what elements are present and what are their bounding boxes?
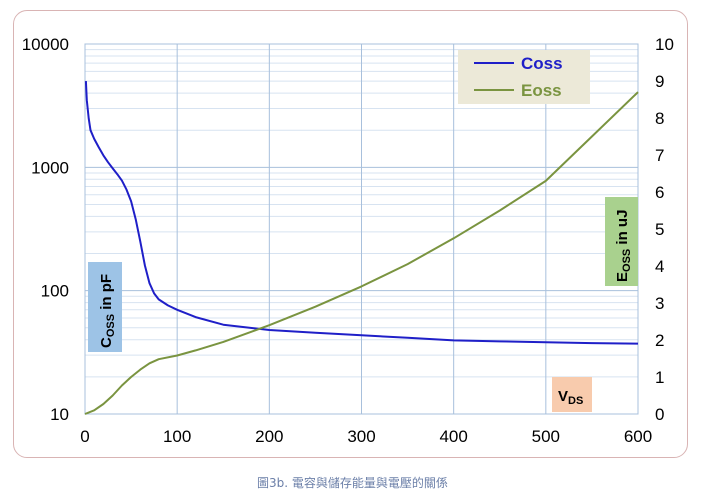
series-layer: [84, 81, 639, 415]
y-right-tick-label: 1: [655, 368, 664, 387]
x-axis-label: VDS: [558, 388, 583, 407]
figure-caption: 圖3b. 電容與儲存能量與電壓的關係: [257, 476, 448, 490]
x-axis-badge-bg: [552, 377, 592, 412]
y-right-tick-label: 6: [655, 183, 664, 202]
y-right-tick-label: 8: [655, 109, 664, 128]
legend-label-coss: Coss: [521, 54, 563, 73]
legend: Coss Eoss: [458, 50, 590, 104]
x-tick-label: 100: [163, 427, 191, 446]
y-right-tick-label: 3: [655, 294, 664, 313]
y-left-tick-label: 10000: [22, 35, 69, 54]
y-right-tick-label: 7: [655, 146, 664, 165]
y-right-tick-label: 4: [655, 257, 664, 276]
x-tick-label: 300: [347, 427, 375, 446]
y-left-tick-label: 100: [41, 282, 69, 301]
y-right-axis-badge-bg: [605, 197, 638, 286]
x-tick-label: 0: [80, 427, 89, 446]
y-right-axis-badge: EOSS in uJ: [605, 197, 638, 286]
y-left-axis-badge-bg: [88, 262, 122, 352]
y-right-tick-label: 0: [655, 405, 664, 424]
y-right-axis-label: EOSS in uJ: [614, 210, 633, 282]
series-line-eoss: [84, 91, 639, 415]
series-line-coss: [84, 81, 639, 345]
y-left-axis-label: COSS in pF: [98, 274, 117, 348]
x-tick-label: 400: [439, 427, 467, 446]
y-left-tick-label: 10: [50, 405, 69, 424]
y-left-axis-badge: COSS in pF: [88, 262, 122, 352]
legend-box: [458, 50, 590, 104]
y-left-tick-label: 1000: [31, 158, 69, 177]
legend-label-eoss: Eoss: [521, 81, 562, 100]
y-right-tick-label: 5: [655, 220, 664, 239]
y-right-tick-label: 10: [655, 35, 674, 54]
x-axis-badge: VDS: [552, 377, 592, 412]
x-tick-label: 200: [255, 427, 283, 446]
y-right-tick-label: 2: [655, 331, 664, 350]
x-tick-label: 500: [532, 427, 560, 446]
x-tick-label: 600: [624, 427, 652, 446]
y-right-tick-label: 9: [655, 72, 664, 91]
